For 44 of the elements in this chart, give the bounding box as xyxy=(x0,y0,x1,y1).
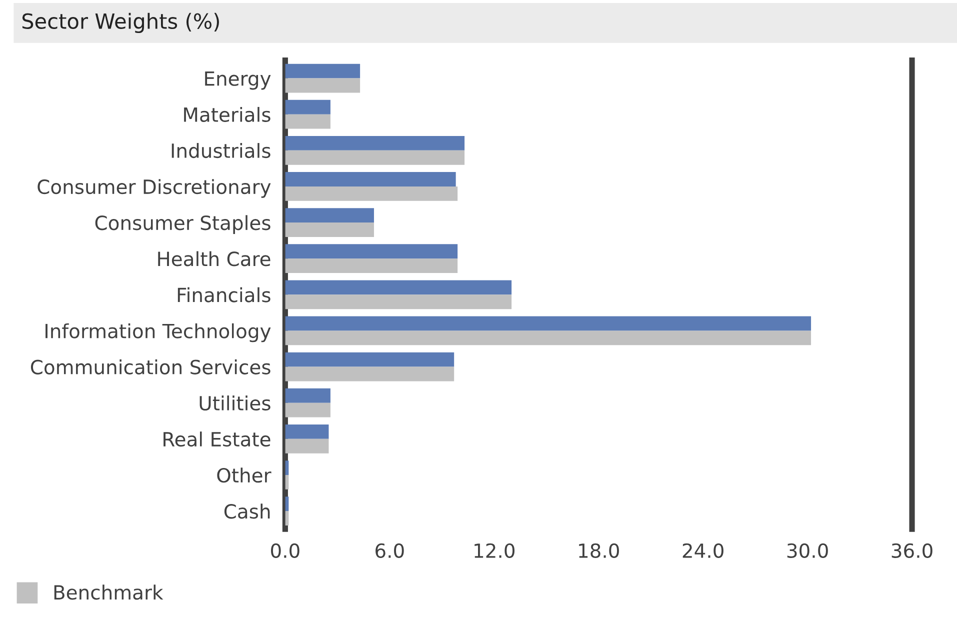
bar xyxy=(285,424,329,439)
bar xyxy=(285,136,465,150)
x-tick-label: 36.0 xyxy=(892,543,932,558)
bar xyxy=(285,172,456,186)
x-tick-label: 18.0 xyxy=(579,543,619,558)
x-tick-label: 0.0 xyxy=(271,543,300,558)
bar xyxy=(285,258,458,274)
y-tick-label: Consumer Staples xyxy=(95,215,270,234)
bar xyxy=(285,388,330,403)
y-tick-label: Cash xyxy=(224,504,270,519)
bar xyxy=(285,294,512,310)
y-tick-label: Energy xyxy=(205,71,271,90)
bar xyxy=(285,280,512,295)
y-tick-label: Information Technology xyxy=(46,323,271,342)
bar xyxy=(285,150,465,165)
y-tick-label: Utilities xyxy=(200,395,270,411)
y-tick-label: Materials xyxy=(184,106,270,122)
bar xyxy=(285,352,454,367)
x-tick-label: 6.0 xyxy=(376,543,404,558)
bar xyxy=(285,186,458,201)
bar xyxy=(285,78,360,93)
y-tick-label: Real Estate xyxy=(164,432,270,447)
y-tick-label: Financials xyxy=(178,287,270,302)
y-tick-label: Other xyxy=(217,468,272,483)
x-tick-label: 12.0 xyxy=(474,543,514,558)
bar xyxy=(285,316,812,331)
bar xyxy=(285,64,360,78)
bar xyxy=(285,100,330,114)
y-tick-label: Consumer Discretionary xyxy=(38,179,271,198)
x-tick-label: 24.0 xyxy=(682,543,724,558)
bar xyxy=(285,208,374,223)
legend-label: Benchmark xyxy=(54,584,164,600)
bar xyxy=(285,402,330,418)
bar xyxy=(285,366,454,382)
y-tick-label: Health Care xyxy=(158,251,270,266)
bar xyxy=(285,330,812,346)
chart-title: Sector Weights (%) xyxy=(22,12,219,34)
y-tick-label: Industrials xyxy=(172,143,270,158)
x-tick-label: 30.0 xyxy=(787,543,828,558)
y-tick-label: Communication Services xyxy=(30,359,270,374)
bar xyxy=(285,438,329,454)
bar xyxy=(285,222,374,237)
bar xyxy=(285,114,330,129)
bar xyxy=(285,244,458,259)
